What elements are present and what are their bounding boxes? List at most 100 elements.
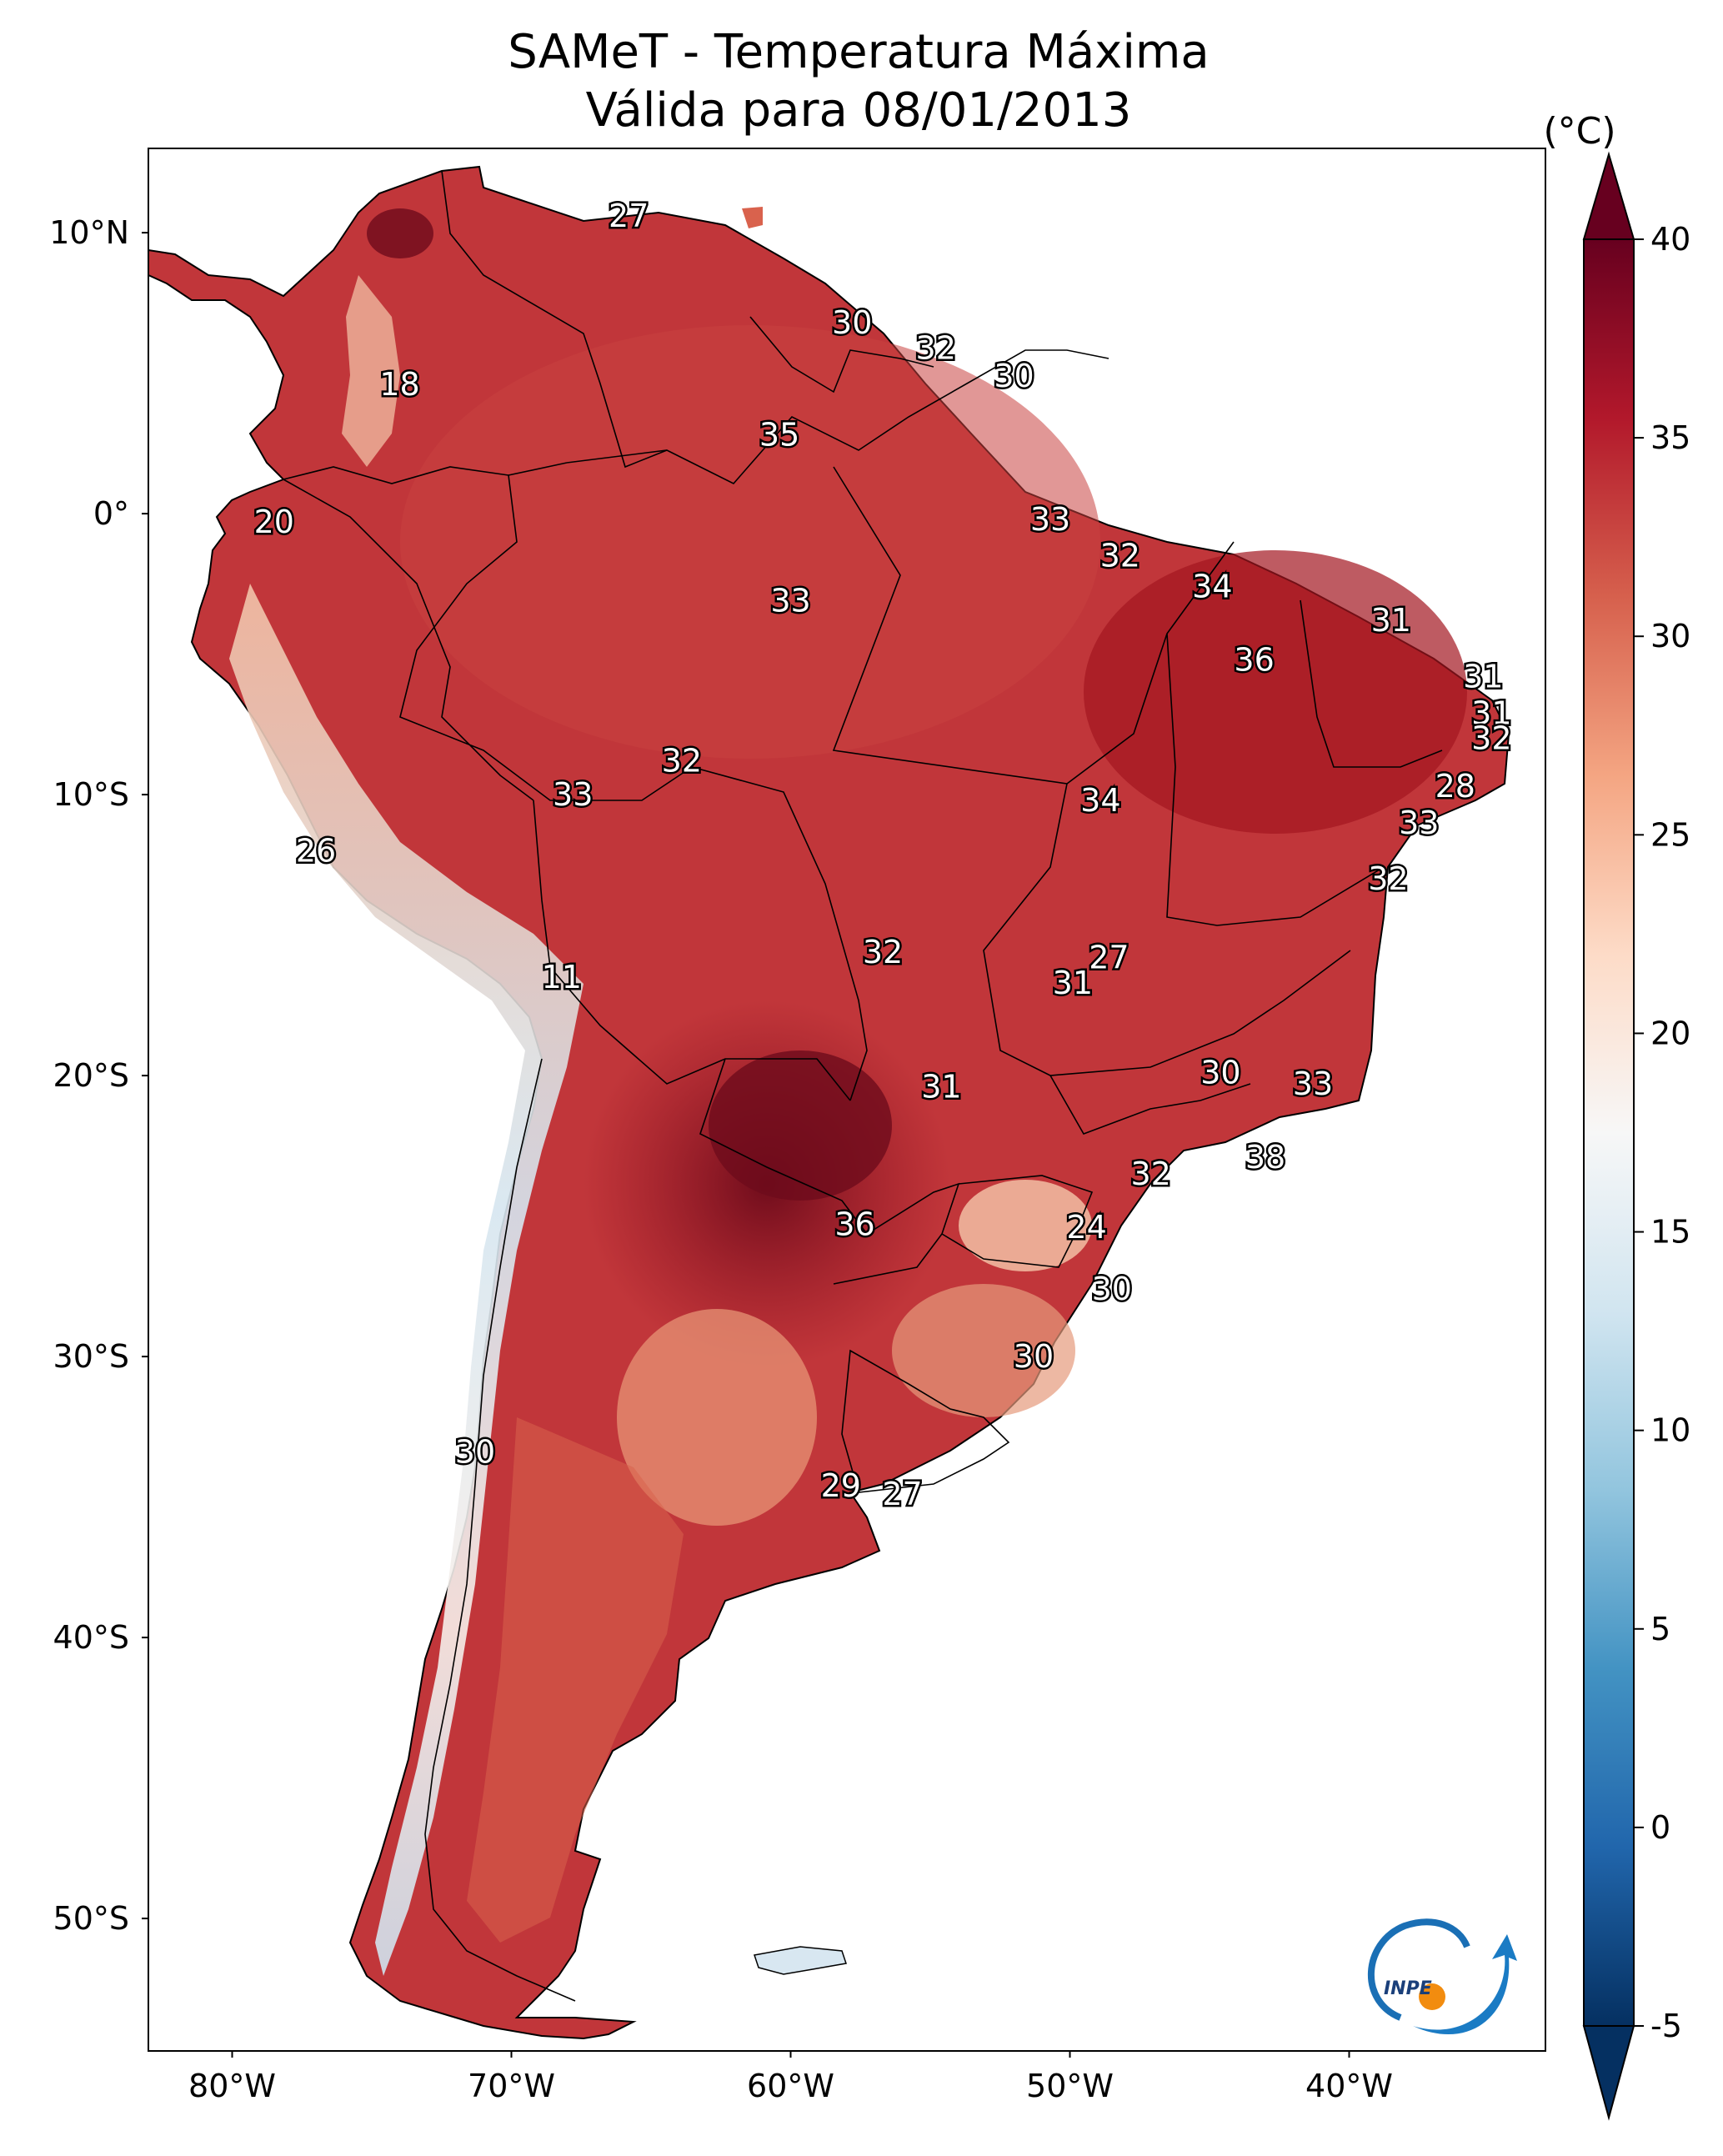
temperature-label: 20 xyxy=(254,504,294,540)
temperature-label: 31 xyxy=(1371,602,1411,639)
colorbar-tick-label: 35 xyxy=(1650,419,1690,456)
temperature-label: 31 xyxy=(1053,965,1093,1001)
pampas-cooler xyxy=(617,1309,817,1526)
longitude-tick-label: 50°W xyxy=(1026,2068,1114,2104)
temperature-label: 27 xyxy=(882,1476,922,1512)
temperature-label: 18 xyxy=(379,366,419,403)
temperature-label: 31 xyxy=(1471,694,1511,731)
border-paraguay xyxy=(699,1058,960,1285)
longitude-ticks: 80°W 70°W 60°W 50°W 40°W xyxy=(188,2051,1393,2104)
patagonia-warm xyxy=(467,1417,684,1943)
border-venezuela xyxy=(441,170,668,469)
temperature-label: 32 xyxy=(1368,860,1408,897)
colorbar-tick-label: 25 xyxy=(1650,816,1690,853)
temperature-label: 34 xyxy=(1192,569,1232,605)
temperature-label: 33 xyxy=(770,583,810,619)
colorbar-tick-label: 40 xyxy=(1650,221,1690,258)
border-guianas xyxy=(749,316,934,394)
rio-grande-cooler xyxy=(892,1284,1075,1417)
longitude-tick-label: 70°W xyxy=(468,2068,555,2104)
border-brazil-states-3 xyxy=(1166,633,1385,926)
latitude-tick-label: 50°S xyxy=(53,1900,129,1937)
inpe-logo-text: INPE xyxy=(1384,1978,1432,1999)
longitude-tick-label: 60°W xyxy=(747,2068,834,2104)
inpe-logo-swoosh xyxy=(1413,1934,1517,2035)
border-chile-argentina xyxy=(424,1058,576,2002)
colorbar-body xyxy=(1583,238,1635,2027)
amazon-shading xyxy=(400,325,1100,759)
latitude-tick-label: 40°S xyxy=(53,1619,129,1656)
temperature-label: 31 xyxy=(921,1069,961,1106)
border-brazil-states-4 xyxy=(1049,1075,1251,1135)
caribbean-island xyxy=(742,207,763,228)
border-brazil-states-5 xyxy=(1300,599,1443,768)
paraguay-hotspot xyxy=(709,1050,892,1201)
latitude-tick-label: 30°S xyxy=(53,1338,129,1375)
islands xyxy=(742,207,847,1975)
temperature-label: 30 xyxy=(1014,1338,1054,1375)
latitude-ticks: 10°N 0° 10°S 20°S 30°S 40°S 50°S xyxy=(49,214,148,1937)
longitude-tick-label: 80°W xyxy=(188,2068,276,2104)
latitude-tick-label: 20°S xyxy=(53,1057,129,1094)
colorbar: (°C) 40 35 30 25 20 15 10 5 0 -5 xyxy=(1543,110,1690,2121)
border-colombia xyxy=(283,466,509,484)
temperature-label: 11 xyxy=(542,959,582,995)
temperature-label: 26 xyxy=(296,833,336,870)
temperature-label: 38 xyxy=(1245,1139,1285,1176)
colorbar-tick-label: 0 xyxy=(1650,1809,1670,1846)
temperature-label: 32 xyxy=(1130,1156,1170,1192)
map-title: SAMeT - Temperatura Máxima xyxy=(508,25,1210,79)
colorbar-tick-label: -5 xyxy=(1650,2008,1682,2044)
colorbar-unit: (°C) xyxy=(1543,110,1615,153)
temperature-label: 36 xyxy=(1234,641,1274,678)
temperature-label: 27 xyxy=(609,198,649,234)
colombia-andes-cool xyxy=(342,275,400,467)
andes-cool-band xyxy=(229,584,584,1976)
temperature-label: 30 xyxy=(455,1434,495,1471)
colorbar-tick-label: 20 xyxy=(1650,1015,1690,1051)
colorbar-tick-label: 10 xyxy=(1650,1412,1690,1449)
northeast-shading xyxy=(1084,550,1467,834)
country-borders xyxy=(283,170,1443,2002)
temperature-label: 33 xyxy=(1293,1065,1333,1102)
border-argentina-brazil xyxy=(941,1175,1094,1268)
latitude-tick-label: 10°N xyxy=(49,214,129,251)
border-peru xyxy=(283,479,534,801)
border-brazil-west xyxy=(399,462,868,1101)
colorbar-bottom-arrow xyxy=(1582,2025,1635,2121)
latitude-tick-label: 10°S xyxy=(53,776,129,813)
temperature-label: 35 xyxy=(759,417,799,454)
colorbar-tick-label: 5 xyxy=(1650,1611,1670,1647)
temperature-label: 33 xyxy=(1030,501,1070,538)
venezuela-hotspot xyxy=(367,208,433,258)
temperature-label: 30 xyxy=(994,358,1034,394)
temperature-label: 32 xyxy=(662,743,702,780)
inpe-logo-arc xyxy=(1368,1918,1470,2021)
temperature-label: 30 xyxy=(1200,1055,1240,1091)
south-brazil-cooler xyxy=(959,1180,1092,1271)
border-bolivia xyxy=(533,800,851,1101)
temperature-label: 32 xyxy=(1100,538,1140,574)
temperature-label: 29 xyxy=(821,1467,861,1504)
border-brazil-north xyxy=(566,349,1109,484)
temperature-label: 32 xyxy=(863,934,903,970)
latitude-tick-label: 0° xyxy=(93,495,129,532)
temperature-label: 31 xyxy=(1463,659,1503,695)
temperature-label: 28 xyxy=(1435,768,1475,805)
south-america-landmass xyxy=(148,165,1510,2040)
colorbar-tick-label: 15 xyxy=(1650,1214,1690,1251)
longitude-tick-label: 40°W xyxy=(1305,2068,1393,2104)
temperature-label: 24 xyxy=(1066,1209,1106,1246)
temperature-label: 30 xyxy=(832,304,872,341)
temperature-label: 32 xyxy=(1471,720,1511,757)
temperature-label: 32 xyxy=(916,329,956,366)
temperature-label: 36 xyxy=(834,1206,874,1243)
map-subtitle: Válida para 08/01/2013 xyxy=(585,83,1132,138)
colorbar-ticks: 40 35 30 25 20 15 10 5 0 -5 xyxy=(1634,221,1690,2044)
temperature-label: 27 xyxy=(1089,940,1129,976)
inpe-logo-sun xyxy=(1419,1983,1445,2010)
colorbar-top-arrow xyxy=(1582,151,1635,240)
colorbar-tick-label: 30 xyxy=(1650,618,1690,654)
